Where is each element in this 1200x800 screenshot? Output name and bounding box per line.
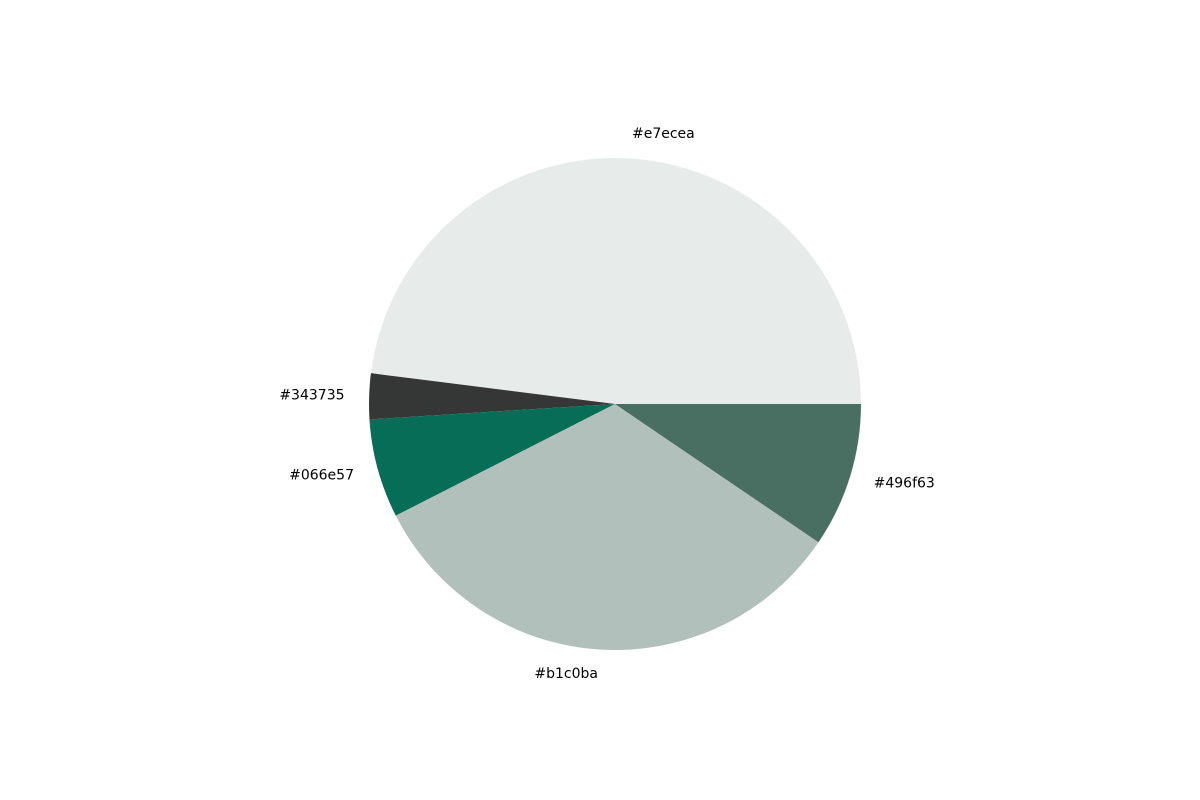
pie-slice-label-4: #496f63 bbox=[874, 476, 935, 492]
pie-slice-label-3: #b1c0ba bbox=[534, 666, 598, 682]
pie-labels: #e7ecea #343735 #066e57 #b1c0ba #496f63 bbox=[279, 126, 935, 682]
pie-slice-label-1: #343735 bbox=[279, 388, 344, 404]
pie-slices bbox=[369, 158, 861, 650]
pie-slice-0 bbox=[370, 158, 861, 404]
pie-slice-label-0: #e7ecea bbox=[632, 126, 695, 142]
pie-slice-label-2: #066e57 bbox=[289, 467, 354, 483]
pie-slice-1 bbox=[369, 373, 615, 420]
pie-slice-4 bbox=[615, 404, 861, 543]
pie-slice-3 bbox=[395, 404, 819, 650]
pie-slice-2 bbox=[369, 404, 615, 516]
